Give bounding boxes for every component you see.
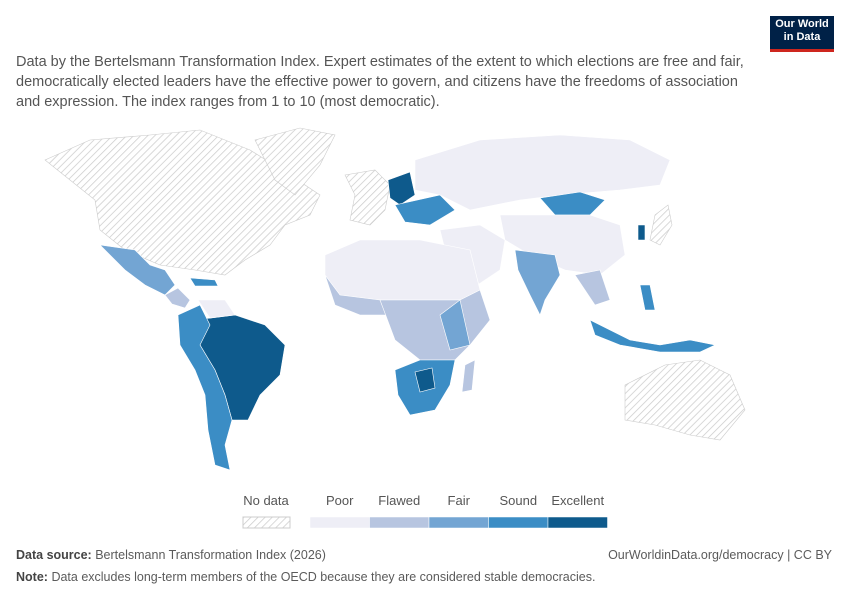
note-label: Note: xyxy=(16,570,48,584)
botswana xyxy=(414,367,436,393)
legend: No data Poor Flawed Fair Sound Excellent xyxy=(242,493,608,529)
world-map: No data Poor Flawed Fair Sound Excellent xyxy=(44,127,746,529)
greenland xyxy=(254,127,336,196)
legend-label: Poor xyxy=(326,493,354,508)
central-america xyxy=(164,287,191,309)
indonesia xyxy=(589,319,716,353)
logo-line: in Data xyxy=(783,31,821,43)
mexico xyxy=(99,244,176,296)
legend-label: Sound xyxy=(499,493,537,508)
logo-line: Our World xyxy=(775,18,829,30)
legend-label: Excellent xyxy=(551,493,604,508)
subtitle: Data by the Bertelsmann Transformation I… xyxy=(16,54,744,110)
philippines xyxy=(639,284,656,311)
southeast-asia xyxy=(574,269,611,306)
legend-swatch xyxy=(242,516,291,529)
legend-swatch xyxy=(488,516,549,529)
north-america xyxy=(44,129,321,276)
legend-label: Flawed xyxy=(378,493,420,508)
legend-label: Fair xyxy=(448,493,471,508)
europe-southeast xyxy=(394,194,456,226)
source-label: Data source: xyxy=(16,548,92,562)
india xyxy=(514,249,561,316)
africa-north xyxy=(324,239,481,301)
south-america-sound xyxy=(177,304,233,471)
legend-label: No data xyxy=(243,493,289,508)
legend-swatch xyxy=(428,516,489,529)
korea xyxy=(637,224,646,241)
caribbean xyxy=(189,277,219,287)
note: Note: Data excludes long-term members of… xyxy=(16,570,595,584)
legend-swatch xyxy=(309,516,370,529)
europe-east xyxy=(387,171,416,206)
source: Data source: Bertelsmann Transformation … xyxy=(16,548,326,562)
europe-west xyxy=(344,169,391,226)
url[interactable]: OurWorldinData.org/democracy | CC BY xyxy=(608,548,832,562)
source-text: Bertelsmann Transformation Index (2026) xyxy=(95,548,326,562)
africa-east xyxy=(439,299,471,351)
japan xyxy=(649,204,673,246)
china xyxy=(499,214,626,276)
russia xyxy=(414,134,671,211)
legend-swatch xyxy=(369,516,430,529)
logo[interactable]: Our World in Data xyxy=(770,16,834,52)
australia xyxy=(624,359,746,441)
africa-central xyxy=(379,289,491,361)
mongolia xyxy=(539,191,606,216)
madagascar xyxy=(461,359,476,393)
venezuela xyxy=(197,299,236,319)
legend-swatch xyxy=(547,516,608,529)
note-text: Data excludes long-term members of the O… xyxy=(51,570,596,584)
